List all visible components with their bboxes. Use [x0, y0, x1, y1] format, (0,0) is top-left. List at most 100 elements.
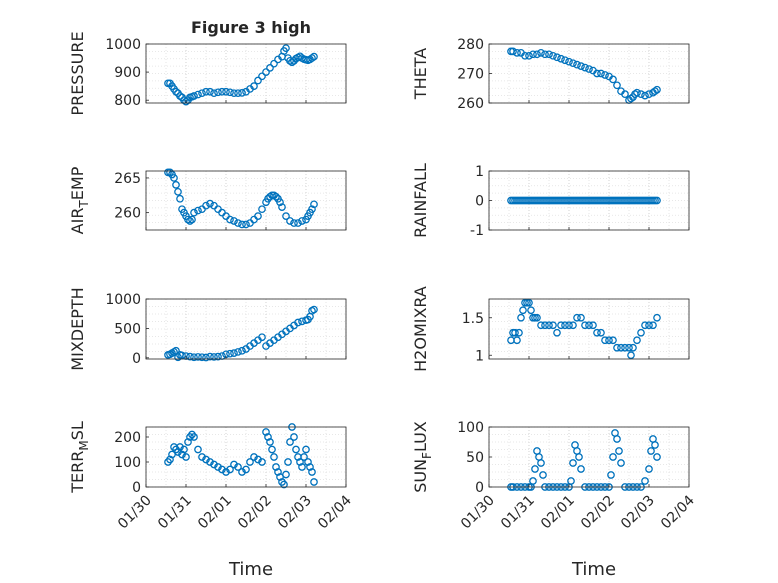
- y-tick-label: 1000: [105, 292, 141, 308]
- subplot-3: 260 265 AIRTEMP: [68, 166, 347, 234]
- data-point: [633, 336, 641, 345]
- subplot-2: 260 270 280 THETA: [411, 37, 690, 112]
- data-point: [621, 90, 629, 99]
- data-point: [218, 87, 226, 96]
- y-tick-label: 260: [114, 206, 141, 222]
- data-point: [238, 89, 246, 97]
- data-point: [302, 445, 310, 454]
- data-point: [557, 54, 565, 63]
- data-point: [517, 313, 525, 322]
- data-point: [226, 465, 234, 474]
- y-tick-label: 1: [475, 348, 484, 364]
- data-point: [230, 217, 238, 225]
- data-point: [170, 174, 178, 182]
- data-point: [567, 477, 575, 485]
- y-tick-label: 500: [114, 321, 141, 337]
- data-point: [286, 217, 294, 225]
- y-tick-label: 1000: [105, 37, 141, 53]
- data-point: [282, 470, 290, 479]
- data-point: [613, 81, 621, 90]
- y-axis-label: SUNFLUX: [411, 421, 434, 493]
- y-tick-label: 200: [114, 430, 141, 446]
- data-point: [565, 57, 573, 66]
- data-point: [206, 199, 214, 208]
- data-point: [581, 321, 589, 330]
- data-point: [206, 352, 214, 361]
- data-point: [258, 205, 266, 214]
- data-point: [651, 87, 659, 96]
- data-point: [242, 220, 250, 229]
- y-axis-label: RAINFALL: [411, 163, 430, 238]
- data-point: [615, 447, 623, 455]
- y-tick-label: 265: [114, 171, 141, 187]
- data-point: [308, 205, 316, 214]
- data-point: [276, 198, 284, 207]
- data-point: [589, 321, 597, 330]
- data-point: [286, 438, 294, 446]
- data-point: [198, 353, 206, 362]
- y-tick-label: 0: [132, 351, 141, 367]
- data-point: [533, 50, 541, 59]
- data-point: [290, 433, 298, 441]
- data-point: [272, 463, 280, 471]
- data-point: [565, 321, 573, 330]
- data-point: [537, 321, 545, 330]
- data-point: [653, 85, 661, 94]
- figure-title: Figure 3 high: [191, 18, 311, 37]
- y-axis-label: H2OMIXRA: [411, 286, 430, 372]
- y-tick-label: 280: [457, 37, 484, 53]
- data-point: [300, 453, 308, 461]
- data-point: [294, 219, 302, 227]
- data-point: [651, 441, 659, 449]
- data-point: [266, 438, 274, 446]
- y-axis-label: PRESSURE: [68, 31, 87, 115]
- data-point: [210, 89, 218, 98]
- data-point: [270, 453, 278, 461]
- data-point: [310, 200, 318, 209]
- data-point: [593, 69, 601, 78]
- data-point: [284, 458, 292, 466]
- data-point: [525, 298, 533, 307]
- data-point: [575, 453, 583, 461]
- data-point: [194, 353, 202, 361]
- data-point: [206, 87, 214, 96]
- data-point: [186, 217, 194, 225]
- y-tick-label: -1: [470, 223, 484, 239]
- data-point: [254, 212, 262, 220]
- data-point: [198, 89, 206, 98]
- axes-frame: [488, 298, 690, 360]
- data-point: [531, 465, 539, 473]
- y-axis-label: TERRMSL: [68, 421, 91, 494]
- data-point: [649, 321, 657, 330]
- data-point: [539, 471, 547, 479]
- data-point: [545, 50, 553, 59]
- data-point: [226, 349, 234, 358]
- data-point: [607, 471, 615, 479]
- data-point: [541, 321, 549, 330]
- data-point: [577, 62, 585, 70]
- y-tick-label: 260: [457, 96, 484, 112]
- data-point: [264, 433, 272, 441]
- data-point: [609, 453, 617, 461]
- x-axis-label-right: Time: [571, 559, 616, 580]
- data-point: [254, 76, 262, 85]
- data-point: [537, 48, 545, 57]
- y-tick-label: 100: [457, 420, 484, 436]
- data-point: [246, 458, 254, 466]
- data-point: [194, 206, 202, 215]
- data-point: [266, 64, 274, 72]
- data-point: [166, 455, 174, 464]
- data-point: [190, 92, 198, 100]
- subplot-5: 0 500 1000 MIXDEPTH: [68, 287, 347, 371]
- data-point: [511, 328, 519, 337]
- subplot-4: -1 0 1 RAINFALL: [411, 163, 690, 239]
- data-point: [513, 48, 521, 57]
- data-point: [194, 445, 202, 454]
- data-point: [577, 465, 585, 473]
- axes-frame: [145, 298, 347, 360]
- data-point: [569, 59, 577, 68]
- data-point: [298, 217, 306, 225]
- data-point: [561, 56, 569, 65]
